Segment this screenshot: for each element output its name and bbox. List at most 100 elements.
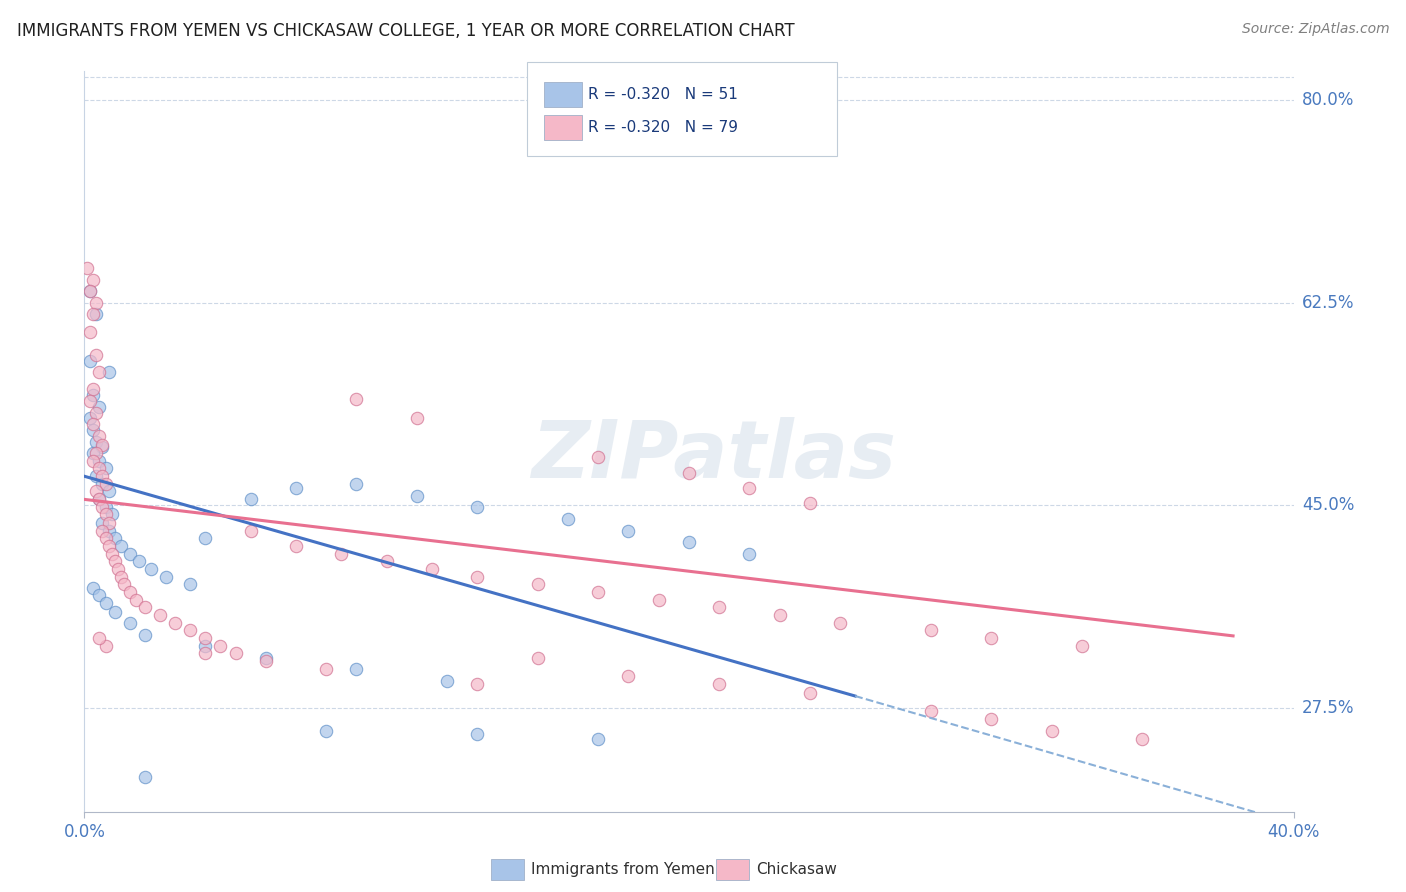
Point [79,353,101,368]
Point [830,616,852,631]
Point [97,539,120,553]
Point [436,673,458,688]
Point [82,272,104,286]
Text: R = -0.320   N = 51: R = -0.320 N = 51 [588,87,738,102]
Point [118,616,141,631]
Point [91,500,114,515]
Text: Source: ZipAtlas.com: Source: ZipAtlas.com [1241,22,1389,37]
Point [588,585,610,599]
Point [91,440,114,454]
Point [82,582,104,596]
Text: ZIPatlas: ZIPatlas [530,417,896,495]
Point [179,577,201,591]
Point [239,492,262,507]
Text: R = -0.320   N = 79: R = -0.320 N = 79 [588,120,738,136]
Point [94,597,117,611]
Point [94,508,117,522]
Point [89,400,111,414]
Point [420,562,443,576]
Point [709,599,731,614]
Point [139,562,162,576]
Text: Chickasaw: Chickasaw [756,863,838,877]
Point [375,554,398,568]
Point [118,585,141,599]
Text: 45.0%: 45.0% [1302,496,1354,514]
Point [82,388,104,402]
Point [86,348,108,362]
Point [209,640,232,654]
Point [406,411,429,425]
Point [254,651,277,665]
Point [346,662,368,676]
Point [97,516,120,530]
Point [1130,731,1153,746]
Point [82,417,104,432]
Point [79,394,101,409]
Point [91,516,114,530]
Text: 27.5%: 27.5% [1302,698,1354,716]
Point [82,454,104,468]
Point [79,411,101,425]
Point [467,500,489,515]
Point [194,531,217,545]
Point [678,466,700,480]
Point [94,531,117,545]
Point [1040,723,1063,738]
Point [330,547,353,561]
Point [980,631,1002,645]
Point [86,484,108,499]
Point [155,570,177,584]
Point [179,623,201,637]
Point [100,508,122,522]
Point [94,640,117,654]
Point [346,477,368,491]
Point [89,492,111,507]
Point [194,631,217,645]
Point [82,383,104,397]
Point [194,640,217,654]
Point [527,577,550,591]
Point [617,669,640,683]
Point [97,365,120,379]
Point [1071,640,1094,654]
Point [315,723,337,738]
Text: IMMIGRANTS FROM YEMEN VS CHICKASAW COLLEGE, 1 YEAR OR MORE CORRELATION CHART: IMMIGRANTS FROM YEMEN VS CHICKASAW COLLE… [17,22,794,40]
Point [285,481,308,495]
Point [799,685,821,699]
Point [799,496,821,510]
Point [100,547,122,561]
Point [239,524,262,538]
Point [134,599,156,614]
Point [112,577,135,591]
Point [588,731,610,746]
Point [89,454,111,468]
Point [648,593,671,607]
Point [104,605,127,619]
Point [82,307,104,321]
Point [91,469,114,483]
Point [406,489,429,503]
Point [709,677,731,691]
Point [94,477,117,491]
Point [467,677,489,691]
Point [94,500,117,515]
Point [285,539,308,553]
Point [94,461,117,475]
Point [315,662,337,676]
Point [346,392,368,406]
Point [920,623,942,637]
Point [527,651,550,665]
Point [79,325,101,339]
Point [86,446,108,460]
Point [89,365,111,379]
Point [194,646,217,660]
Point [86,434,108,449]
Point [89,461,111,475]
Point [86,469,108,483]
Text: 80.0%: 80.0% [1302,91,1354,110]
Point [91,438,114,452]
Point [89,588,111,602]
Point [149,608,172,623]
Point [128,554,150,568]
Point [467,570,489,584]
